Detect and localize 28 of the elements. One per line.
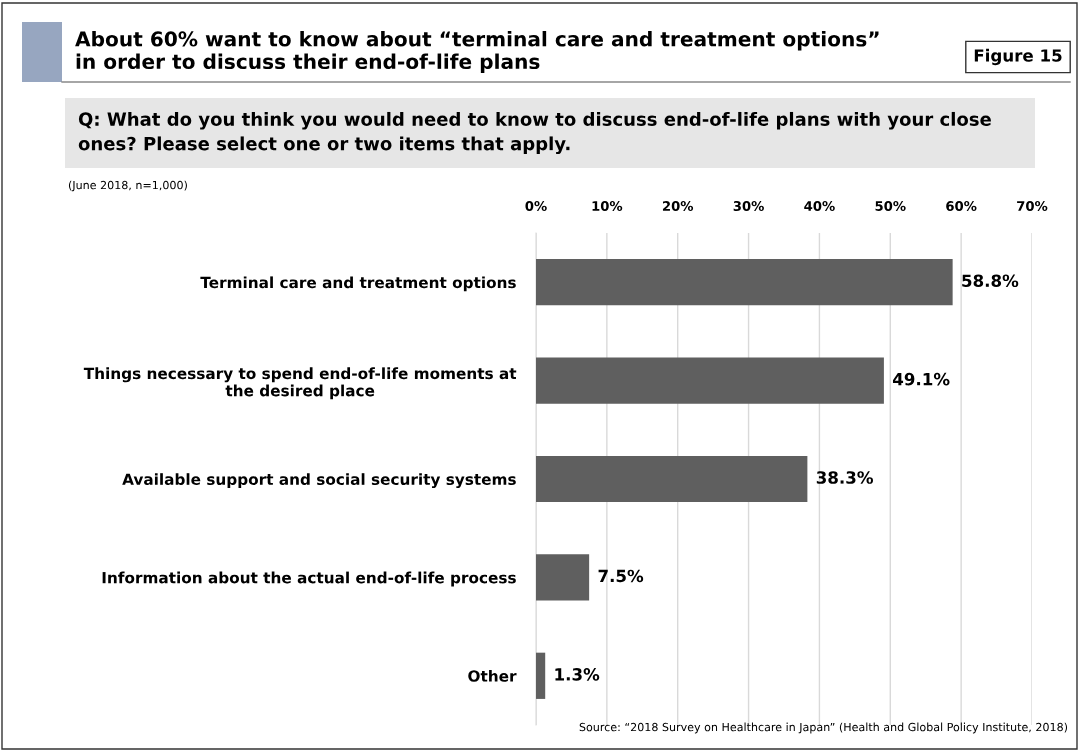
y-tick-label: Things necessary to spend end-of-life moments at the desired place xyxy=(83,367,517,400)
bar xyxy=(536,357,884,404)
x-tick-label: 20% xyxy=(662,201,694,211)
annotation: Source: “2018 Survey on Healthcare in Japan” (Health and Global Policy Institute, 2018) xyxy=(579,722,1068,734)
caption: Figure 15 xyxy=(974,48,1062,66)
data-label: 38.3% xyxy=(816,471,874,484)
x-tick-label: 50% xyxy=(875,201,906,211)
bar xyxy=(536,259,953,306)
data-label: 58.8% xyxy=(962,274,1019,288)
x-tick-label: 70% xyxy=(1017,201,1048,211)
bar xyxy=(536,554,590,601)
chart-title: About 60% want to know about “terminal care and treatment options” in order to discuss their end-of-life plans xyxy=(75,30,879,74)
y-tick-label: Terminal care and treatment options xyxy=(200,276,516,292)
y-tick-label: Information about the actual end-of-life process xyxy=(102,571,516,587)
data-label: 7.5% xyxy=(598,569,644,583)
x-tick-label: 30% xyxy=(733,201,764,211)
x-tick-label: 40% xyxy=(804,201,835,211)
y-tick-label: Available support and social security systems xyxy=(122,473,516,489)
x-tick-label: 60% xyxy=(946,201,977,211)
data-label: 49.1% xyxy=(892,372,950,386)
text: (June 2018, n=1,000) xyxy=(68,180,187,192)
bar xyxy=(536,652,546,699)
x-tick-label: 10% xyxy=(592,201,623,211)
x-tick-label: 0% xyxy=(525,201,547,211)
bar xyxy=(536,455,808,503)
data-label: 1.3% xyxy=(555,668,600,681)
chart-subtitle: Q: What do you think you would need to know to discuss end-of-life plans with your close ones? Please select one or two items that apply. xyxy=(78,111,991,155)
y-tick-label: Other xyxy=(468,670,517,682)
